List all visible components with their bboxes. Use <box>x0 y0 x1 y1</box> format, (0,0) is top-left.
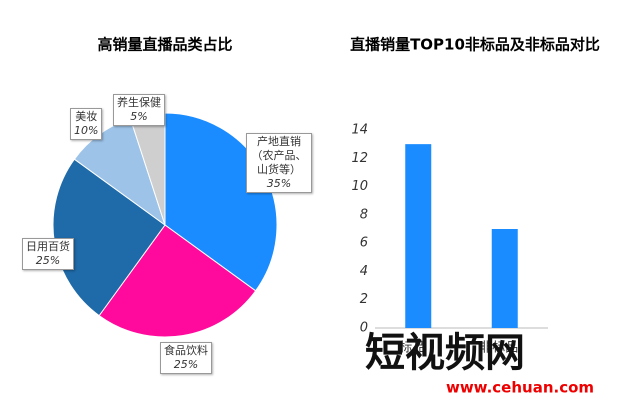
bar <box>491 229 518 328</box>
slice-label: 食品饮料 25% <box>160 342 212 374</box>
bar <box>405 144 432 328</box>
y-tick-label: 0 <box>360 321 368 336</box>
slice-value: 35% <box>266 177 292 190</box>
y-tick-label: 6 <box>360 236 368 251</box>
marks: 0 2 4 6 8 10 12 14 标品 非标品 <box>52 112 518 356</box>
y-tick-label: 10 <box>351 179 368 194</box>
x-tick-label: 非标品 <box>479 341 518 356</box>
y-tick-label: 2 <box>360 292 368 307</box>
slice-name: 美妆 <box>75 110 98 123</box>
slice-value: 25% <box>35 254 61 267</box>
pie-slice <box>98 224 257 338</box>
y-tick-label: 14 <box>351 123 368 138</box>
y-tick-label: 8 <box>360 207 368 222</box>
y-tick-label: 4 <box>360 264 368 279</box>
slice-value: 10% <box>74 124 99 137</box>
slice-name: 养生保健 <box>117 96 161 109</box>
slice-value: 25% <box>173 358 199 371</box>
slice-label: 养生保健 5% <box>113 94 165 126</box>
slice-label: 美妆 10% <box>70 108 103 140</box>
slice-label: 产地直销（农产品、山货等） 35% <box>246 133 312 193</box>
slice-name: 食品饮料 <box>164 344 208 357</box>
slice-name: 日用百货 <box>26 240 70 253</box>
y-tick-label: 12 <box>351 151 368 166</box>
pie-title: 高销量直播品类占比 <box>97 36 232 54</box>
watermark-title: 短视频网 <box>365 330 525 376</box>
bar-title: 直播销量TOP10非标品及非标品对比 <box>350 36 600 54</box>
slice-name: 产地直销（农产品、山货等） <box>251 135 307 176</box>
slice-label: 日用百货 25% <box>22 238 74 270</box>
watermark-url: www.cehuan.com <box>446 379 594 397</box>
slice-value: 5% <box>130 110 148 123</box>
x-tick-label: 标品 <box>399 341 425 356</box>
